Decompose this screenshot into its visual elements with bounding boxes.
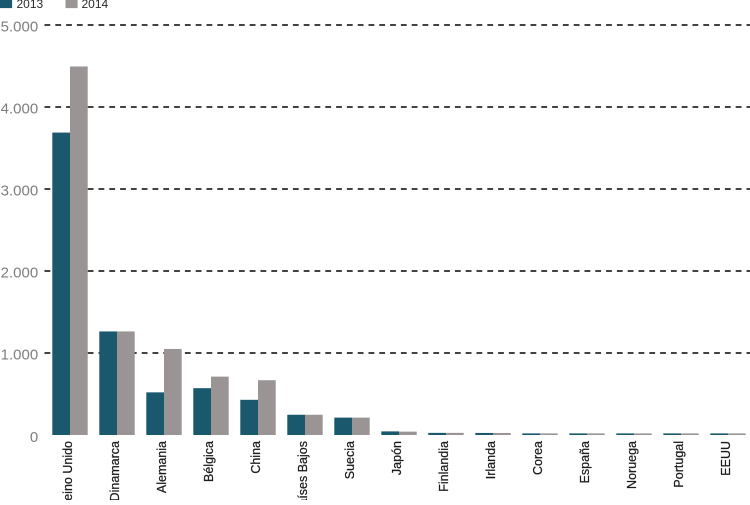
- svg-text:China: China: [249, 441, 263, 474]
- svg-text:Irlanda: Irlanda: [484, 441, 498, 479]
- svg-text:Portugal: Portugal: [672, 441, 686, 488]
- svg-text:2013: 2013: [17, 0, 44, 11]
- svg-text:Noruega: Noruega: [625, 441, 639, 489]
- svg-text:EEUU: EEUU: [719, 441, 733, 476]
- svg-text:Reino Unido: Reino Unido: [61, 441, 75, 500]
- svg-text:4.000: 4.000: [1, 101, 39, 118]
- svg-text:3.000: 3.000: [1, 183, 39, 200]
- svg-text:Finlandia: Finlandia: [437, 441, 451, 492]
- svg-text:España: España: [578, 441, 592, 483]
- svg-text:Suecia: Suecia: [343, 441, 357, 479]
- svg-text:5.000: 5.000: [1, 19, 39, 36]
- svg-text:Japón: Japón: [390, 441, 404, 475]
- svg-text:1.000: 1.000: [1, 347, 39, 364]
- svg-text:Dinamarca: Dinamarca: [108, 441, 122, 500]
- svg-text:Países Bajos: Países Bajos: [296, 441, 310, 500]
- svg-text:2014: 2014: [82, 0, 109, 11]
- svg-text:2.000: 2.000: [1, 265, 39, 282]
- svg-text:0: 0: [30, 429, 38, 446]
- svg-text:Corea: Corea: [531, 441, 545, 475]
- svg-text:Bélgica: Bélgica: [202, 441, 216, 482]
- svg-text:Alemania: Alemania: [155, 441, 169, 493]
